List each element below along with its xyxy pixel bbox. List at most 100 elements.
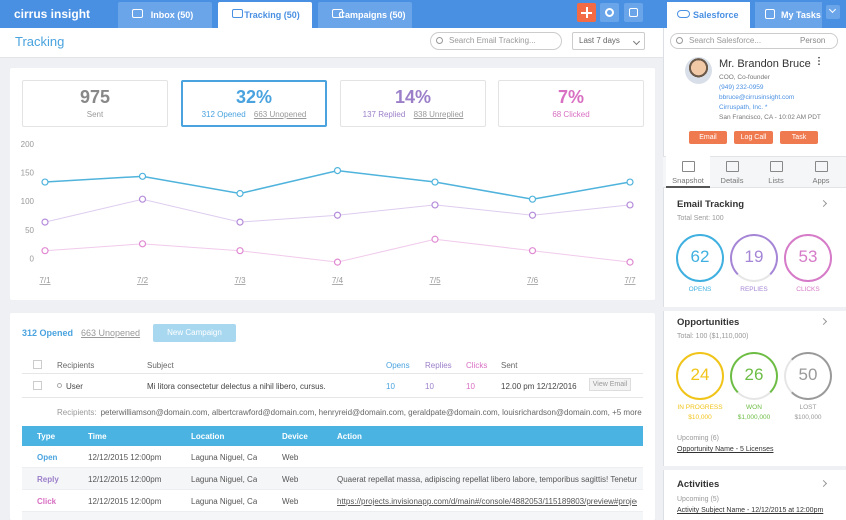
sidebar-tab[interactable]: My Tasks — [755, 2, 822, 28]
plus-v — [586, 7, 588, 18]
unopened-link[interactable]: 663 Unopened — [81, 328, 141, 338]
view-email-button[interactable]: View Email — [589, 378, 631, 391]
x-tick-label: 7/7 — [624, 276, 636, 285]
cell: User — [66, 382, 83, 391]
metric-label: REPLIES — [740, 286, 768, 293]
contact-line[interactable]: (949) 232-0959 — [719, 84, 764, 91]
activity-cell: Laguna Niguel, Ca — [191, 497, 258, 506]
column-header: Opens — [386, 361, 410, 370]
metric-value: 53 — [798, 247, 818, 266]
x-tick-label: 7/1 — [39, 276, 51, 285]
action-button[interactable]: Log Call — [734, 131, 773, 144]
x-tick-label: 7/3 — [234, 276, 246, 285]
y-tick-label: 0 — [30, 254, 35, 263]
row-divider — [22, 397, 643, 398]
activity-cell: Laguna Niguel, Ca — [191, 453, 258, 462]
cell: Mi litora consectetur delectus a nihil l… — [147, 382, 326, 391]
stat-label-line: 312 Opened 663 Unopened — [181, 110, 327, 119]
stat-value: 7% — [557, 87, 584, 107]
y-tick-label: 100 — [21, 197, 35, 206]
column-header: Subject — [147, 361, 174, 370]
y-tick-label: 150 — [21, 169, 35, 178]
contact-line[interactable]: bbruce@cirrusinsight.com — [719, 94, 795, 101]
stats-card — [10, 68, 655, 300]
metric-label: IN PROGRESS — [677, 404, 723, 411]
recipients: peterwilliamson@domain.com, albertcrawfo… — [100, 408, 642, 417]
activity-column: Device — [282, 432, 308, 441]
stat-label-line: Sent — [22, 110, 168, 119]
section-total: Total Sent: 100 — [677, 215, 724, 222]
upcoming-item[interactable]: Activity Subject Name - 12/12/2015 at 12… — [677, 507, 824, 514]
action-button[interactable]: Email — [689, 131, 727, 144]
stat-label: 312 Opened — [201, 110, 246, 119]
activity-column: Type — [37, 432, 56, 441]
contact-line[interactable]: Cirruspath, Inc. * — [719, 104, 768, 111]
upcoming-item[interactable]: Opportunity Name - 5 Licenses — [677, 446, 774, 453]
stat-secondary[interactable]: 838 Unreplied — [413, 110, 464, 119]
metric-amount: $1,000,000 — [737, 414, 771, 421]
stat-box[interactable] — [498, 80, 644, 127]
sidebar-subtab[interactable]: Details — [720, 176, 744, 185]
nav-tab[interactable]: Tracking (50) — [218, 2, 312, 28]
data-point — [528, 195, 537, 203]
tab-icon — [232, 9, 243, 18]
logo: cirrus insight — [14, 7, 91, 21]
data-point — [431, 178, 439, 186]
stat-secondary[interactable]: 663 Unopened — [253, 110, 307, 119]
stat-value: 975 — [79, 87, 111, 107]
sidebar-subtab[interactable]: Apps — [812, 176, 830, 185]
collapse-button[interactable] — [826, 5, 840, 19]
search-box[interactable]: Search Email Tracking... — [430, 32, 562, 50]
contact-name: Mr. Brandon Bruce — [719, 58, 811, 70]
data-point — [138, 240, 147, 248]
section-title: Email Tracking — [677, 199, 745, 210]
column-header: Replies — [425, 361, 452, 370]
new-campaign-button[interactable]: New Campaign — [153, 324, 236, 342]
tools-button[interactable] — [624, 3, 643, 22]
metric-value: 62 — [690, 247, 710, 266]
section-total: Total: 100 ($1,110,000) — [677, 333, 749, 340]
x-tick-label: 7/4 — [332, 276, 344, 285]
data-point — [431, 201, 439, 209]
stat-value: 32% — [235, 87, 273, 107]
action-button[interactable]: Task — [780, 131, 818, 144]
tracking-chart: 0 50 100 150 200 7/1 7/2 7/3 7/4 7/5 7/6 7/7 — [21, 140, 636, 285]
tasks-icon — [765, 9, 775, 19]
nav-tab[interactable]: Campaigns (50) — [318, 2, 412, 28]
metric-label: WON — [746, 404, 762, 411]
cell: 12.00 pm 12/12/2016 — [501, 382, 577, 391]
stat-label: Sent — [86, 110, 104, 119]
section-divider — [663, 466, 846, 470]
data-point — [236, 218, 244, 226]
search-icon — [436, 37, 443, 44]
metric-ring — [730, 352, 778, 400]
metric-ring — [676, 352, 724, 400]
stat-label-line: 137 Replied 838 Unreplied — [340, 110, 486, 119]
stat-box[interactable] — [22, 80, 168, 127]
metric-amount: $100,000 — [794, 414, 822, 421]
column-header: Recipients — [57, 361, 95, 370]
nav-tab[interactable]: Inbox (50) — [118, 2, 212, 28]
stat-box[interactable] — [181, 80, 327, 127]
data-point — [528, 247, 537, 255]
stat-box[interactable] — [340, 80, 486, 127]
gear-icon — [605, 8, 614, 17]
data-point — [626, 201, 634, 209]
tab-icon — [332, 9, 343, 18]
activity-cell: 12/12/2015 12:00pm — [88, 497, 162, 506]
stat-label: 68 Clicked — [552, 110, 590, 119]
checkbox[interactable] — [33, 381, 42, 390]
metric-value: 26 — [744, 365, 764, 384]
range-select[interactable]: Last 7 days — [572, 32, 645, 50]
activity-row — [22, 446, 643, 468]
activity-cell: Open — [37, 453, 58, 462]
sf-filter[interactable]: Person — [800, 36, 826, 45]
activity-cell: Web — [282, 453, 299, 462]
checkbox[interactable] — [33, 360, 42, 369]
activity-cell[interactable]: https://projects.invisionapp.com/d/main#… — [337, 497, 637, 506]
sf-search[interactable]: Search Salesforce... — [670, 33, 838, 49]
activity-cell: Web — [282, 497, 299, 506]
avatar — [685, 57, 712, 84]
data-point — [41, 178, 49, 186]
sidebar-subtab[interactable]: Lists — [768, 176, 784, 185]
